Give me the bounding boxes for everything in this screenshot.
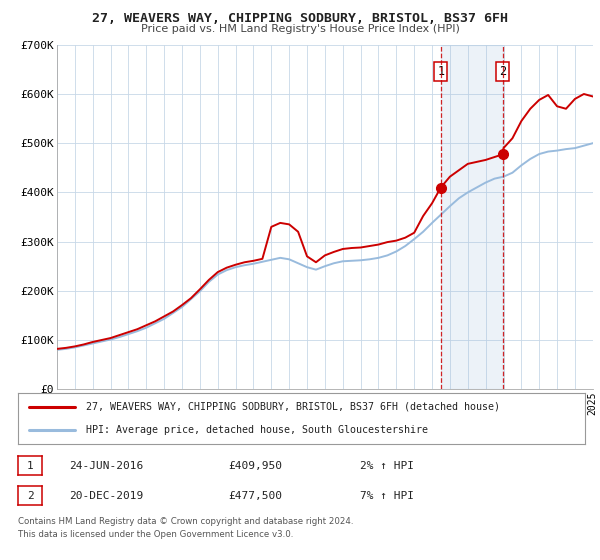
Text: Contains HM Land Registry data © Crown copyright and database right 2024.: Contains HM Land Registry data © Crown c… [18,517,353,526]
Text: 27, WEAVERS WAY, CHIPPING SODBURY, BRISTOL, BS37 6FH: 27, WEAVERS WAY, CHIPPING SODBURY, BRIST… [92,12,508,25]
Text: 1: 1 [437,66,445,78]
Text: Price paid vs. HM Land Registry's House Price Index (HPI): Price paid vs. HM Land Registry's House … [140,24,460,34]
Text: HPI: Average price, detached house, South Gloucestershire: HPI: Average price, detached house, Sout… [86,425,428,435]
Text: 1: 1 [26,461,34,471]
Text: 2: 2 [26,491,34,501]
Text: £477,500: £477,500 [228,491,282,501]
Text: This data is licensed under the Open Government Licence v3.0.: This data is licensed under the Open Gov… [18,530,293,539]
Text: 7% ↑ HPI: 7% ↑ HPI [360,491,414,501]
Text: 2% ↑ HPI: 2% ↑ HPI [360,461,414,471]
Text: £409,950: £409,950 [228,461,282,471]
Text: 20-DEC-2019: 20-DEC-2019 [69,491,143,501]
Text: 24-JUN-2016: 24-JUN-2016 [69,461,143,471]
Text: 27, WEAVERS WAY, CHIPPING SODBURY, BRISTOL, BS37 6FH (detached house): 27, WEAVERS WAY, CHIPPING SODBURY, BRIST… [86,402,500,412]
Text: 2: 2 [499,66,506,78]
Bar [441,45,503,389]
